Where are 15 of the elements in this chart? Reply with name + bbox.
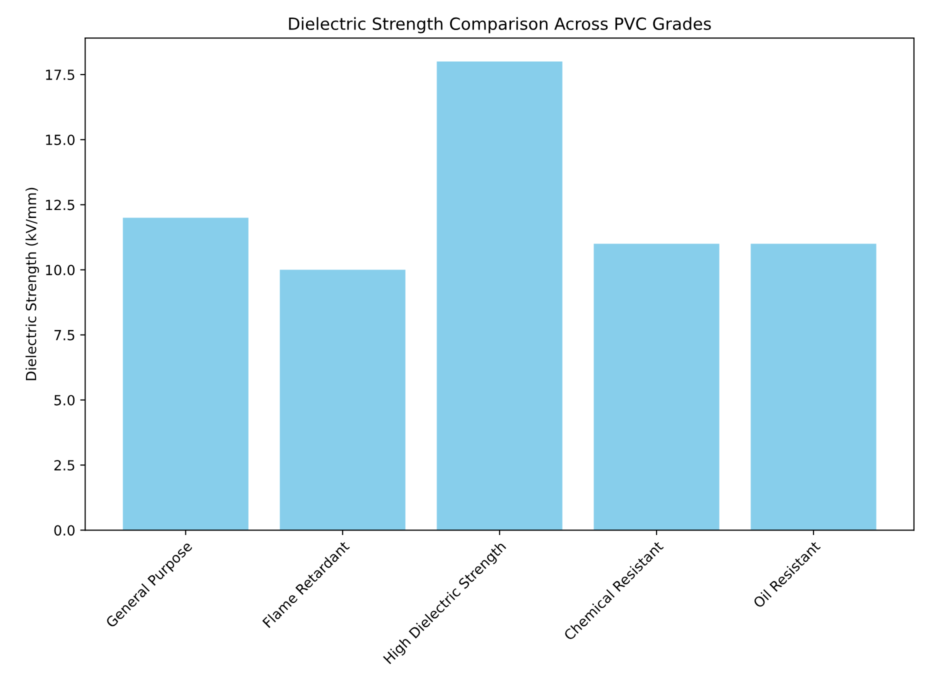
y-tick-label: 0.0 [54,525,75,536]
bar [280,270,406,530]
bar [122,218,248,530]
bar [436,62,562,530]
bar [750,244,876,530]
y-tick-label: 15.0 [46,134,75,146]
chart-title: Dielectric Strength Comparison Across PVC Grades [289,17,711,34]
y-tick-label: 12.5 [46,200,74,210]
y-tick-label: 17.5 [46,70,74,80]
bar [594,244,720,530]
y-tick-label: 5.0 [54,394,75,406]
y-tick-label: 2.5 [54,460,74,471]
y-axis-title: Dielectric Strength (kV/mm) [26,188,39,380]
y-tick-label: 7.5 [54,330,74,340]
y-tick-label: 10.0 [46,264,75,276]
